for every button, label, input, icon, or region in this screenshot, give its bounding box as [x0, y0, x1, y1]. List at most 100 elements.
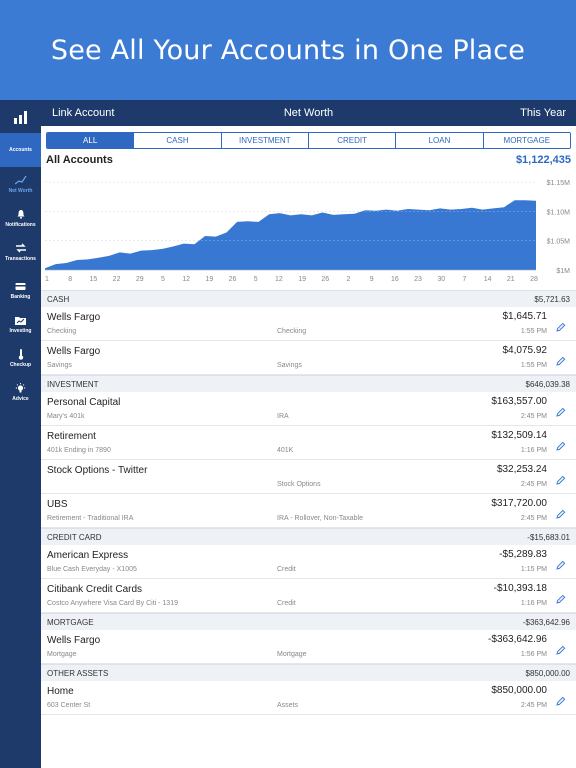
trend-icon	[14, 174, 27, 186]
section-name: CASH	[47, 295, 70, 304]
account-row[interactable]: Stock Options - Twitter Stock Options $32,…	[41, 460, 576, 494]
section-name: INVESTMENT	[47, 380, 99, 389]
x-tick-label: 5	[254, 276, 258, 283]
filter-tab-loan[interactable]: LOAN	[396, 133, 484, 148]
bell-icon	[16, 208, 26, 220]
net-worth-area	[45, 200, 536, 270]
account-updated-time: 2:45 PM	[520, 481, 547, 488]
pencil-icon[interactable]	[556, 353, 566, 366]
account-type: Assets	[277, 702, 299, 709]
banner-title: See All Your Accounts in One Place	[50, 34, 526, 66]
sidebar-item-checkup[interactable]: Checkup	[0, 341, 41, 375]
y-tick-label: $1.10M	[547, 209, 571, 216]
sidebar-item-label: Banking	[10, 294, 31, 300]
pencil-icon[interactable]	[556, 438, 566, 451]
account-type: Checking	[277, 328, 307, 335]
account-subtitle: 401k Ending in 7890	[47, 447, 111, 454]
section-header: CREDIT CARD -$15,683.01	[41, 528, 576, 545]
pencil-icon[interactable]	[556, 693, 566, 706]
thermometer-icon	[18, 348, 24, 360]
pencil-icon[interactable]	[556, 472, 566, 485]
account-name: Stock Options - Twitter	[47, 465, 148, 476]
x-tick-label: 14	[484, 276, 492, 283]
x-tick-label: 30	[437, 276, 445, 283]
section-header: INVESTMENT $646,039.38	[41, 375, 576, 392]
filter-tabs: ALL CASH INVESTMENT CREDIT LOAN MORTGAGE	[46, 132, 571, 149]
pencil-icon[interactable]	[556, 319, 566, 332]
account-subtitle: Mary's 401k	[47, 413, 85, 420]
sidebar-item-banking[interactable]: Banking	[0, 273, 41, 307]
account-balance: $163,557.00	[491, 396, 547, 407]
sidebar-item-net-worth[interactable]: Net Worth	[0, 167, 41, 201]
account-name: Wells Fargo	[47, 635, 101, 646]
account-subtitle: Costco Anywhere Visa Card By Citi - 1319	[47, 600, 178, 607]
sidebar-item-label: Notifications	[5, 222, 36, 228]
account-row[interactable]: Wells Fargo Mortgage Mortgage -$363,642.96 1…	[41, 630, 576, 664]
account-balance: -$5,289.83	[499, 549, 547, 560]
filter-tab-credit[interactable]: CREDIT	[308, 133, 397, 148]
account-row[interactable]: Wells Fargo Checking Checking $1,645.71 1:55…	[41, 307, 576, 341]
x-tick-label: 5	[161, 276, 165, 283]
account-name: Home	[47, 686, 74, 697]
account-row[interactable]: Retirement 401k Ending in 7890 401K $132,50…	[41, 426, 576, 460]
account-balance: $4,075.92	[502, 345, 548, 356]
account-type: IRA	[277, 413, 289, 420]
account-subtitle: Blue Cash Everyday - X1005	[47, 566, 137, 573]
account-row[interactable]: Wells Fargo Savings Savings $4,075.92 1:55 P…	[41, 341, 576, 375]
account-updated-time: 1:16 PM	[520, 600, 547, 607]
account-balance: -$363,642.96	[488, 634, 547, 645]
account-balance: $132,509.14	[491, 430, 547, 441]
section-total: $646,039.38	[525, 380, 571, 389]
filter-tab-mortgage[interactable]: MORTGAGE	[483, 133, 570, 148]
x-tick-label: 19	[205, 276, 213, 283]
filter-tab-all[interactable]: ALL	[47, 133, 135, 148]
section-name: CREDIT CARD	[47, 533, 102, 542]
account-row[interactable]: American Express Blue Cash Everyday - X10…	[41, 545, 576, 579]
account-type: Credit	[277, 600, 296, 607]
sidebar-item-accounts[interactable]: Accounts	[0, 133, 41, 167]
pencil-icon[interactable]	[556, 557, 566, 570]
sidebar-item-notifications[interactable]: Notifications	[0, 201, 41, 235]
filter-tab-investment[interactable]: INVESTMENT	[221, 133, 309, 148]
accounts-title: All Accounts	[46, 154, 113, 166]
account-row[interactable]: Personal Capital Mary's 401k IRA $163,557.0…	[41, 392, 576, 426]
account-name: Citibank Credit Cards	[47, 584, 143, 595]
account-row[interactable]: Home 603 Center St Assets $850,000.00 2:45 P…	[41, 681, 576, 715]
account-name: Wells Fargo	[47, 312, 101, 323]
account-balance: $317,720.00	[491, 498, 547, 509]
link-account-button[interactable]: Link Account	[52, 107, 115, 119]
main-panel: Link Account Net Worth This Year ALL CAS…	[41, 100, 576, 768]
section-name: MORTGAGE	[47, 618, 94, 627]
pencil-icon[interactable]	[556, 591, 566, 604]
pencil-icon[interactable]	[556, 642, 566, 655]
account-name: Retirement	[47, 431, 96, 442]
wallet-icon	[15, 280, 26, 292]
account-row[interactable]: Citibank Credit Cards Costco Anywhere Vis…	[41, 579, 576, 613]
x-tick-label: 8	[68, 276, 72, 283]
section-header: OTHER ASSETS $850,000.00	[41, 664, 576, 681]
section-total: $5,721.63	[534, 295, 570, 304]
sidebar-item-advice[interactable]: Advice	[0, 375, 41, 409]
section-header: MORTGAGE -$363,642.96	[41, 613, 576, 630]
page-title: Net Worth	[283, 107, 334, 119]
net-worth-chart: $1M $1.05M $1.10M $1.15M 1 8 15 22 29 5 12 19 26 5 12 1…	[41, 170, 576, 284]
time-range-selector[interactable]: This Year	[520, 107, 566, 119]
account-name: UBS	[47, 499, 68, 510]
account-row[interactable]: UBS Retirement - Traditional IRA IRA - Rol…	[41, 494, 576, 528]
sidebar-item-label: Accounts	[9, 147, 32, 153]
pencil-icon[interactable]	[556, 506, 566, 519]
account-name: Personal Capital	[47, 397, 121, 408]
x-tick-label: 9	[370, 276, 374, 283]
lightbulb-icon	[15, 382, 26, 394]
sidebar-item-transactions[interactable]: Transactions	[0, 235, 41, 269]
account-list: CASH $5,721.63 Wells Fargo Checking Checking…	[41, 290, 576, 715]
account-name: Wells Fargo	[47, 346, 101, 357]
x-tick-label: 22	[113, 276, 121, 283]
account-updated-time: 1:16 PM	[520, 447, 547, 454]
section-header: CASH $5,721.63	[41, 290, 576, 307]
filter-tab-cash[interactable]: CASH	[134, 133, 222, 148]
sidebar-item-investing[interactable]: Investing	[0, 307, 41, 341]
x-tick-label: 1	[45, 276, 49, 283]
pencil-icon[interactable]	[556, 404, 566, 417]
